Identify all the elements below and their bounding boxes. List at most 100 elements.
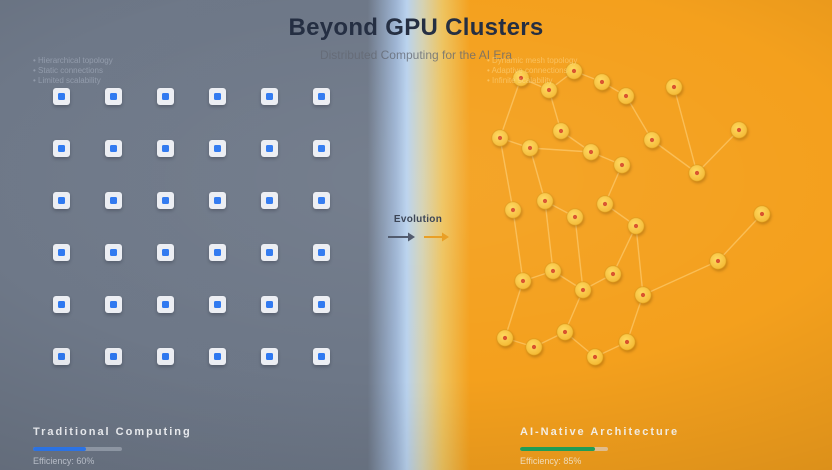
network-edge bbox=[499, 137, 514, 211]
compute-node-square bbox=[105, 348, 122, 365]
ai-node-core-dot bbox=[715, 258, 721, 264]
ai-node-core-dot bbox=[649, 137, 655, 143]
ai-node-circle bbox=[566, 208, 584, 226]
ai-node-core-dot bbox=[633, 223, 639, 229]
ai-node-circle bbox=[593, 73, 611, 91]
ai-node-core-dot bbox=[546, 87, 552, 93]
list-item: • Hierarchical topology bbox=[33, 56, 113, 65]
ai-node-circle bbox=[604, 265, 622, 283]
network-edge bbox=[594, 341, 628, 358]
compute-node-square bbox=[157, 348, 174, 365]
traditional-efficiency-text: Efficiency: 60% bbox=[33, 456, 95, 466]
chip-icon bbox=[58, 353, 65, 360]
compute-node-square bbox=[313, 192, 330, 209]
ai-node-circle bbox=[665, 78, 683, 96]
chip-icon bbox=[266, 197, 273, 204]
chip-icon bbox=[58, 301, 65, 308]
ai-node-core-dot bbox=[599, 79, 605, 85]
evolution-arrows-icon bbox=[388, 232, 449, 242]
compute-node-square bbox=[209, 140, 226, 157]
compute-node-square bbox=[209, 88, 226, 105]
chip-icon bbox=[110, 249, 117, 256]
network-edge bbox=[717, 213, 763, 262]
traditional-efficiency-bar bbox=[33, 447, 122, 451]
chip-icon bbox=[318, 145, 325, 152]
compute-node-square bbox=[105, 88, 122, 105]
ai-node-core-dot bbox=[624, 339, 630, 345]
ai-node-core-dot bbox=[580, 287, 586, 293]
chip-icon bbox=[318, 93, 325, 100]
compute-node-square bbox=[53, 244, 70, 261]
network-edge bbox=[642, 260, 719, 296]
network-edge bbox=[582, 273, 614, 291]
ai-node-circle bbox=[618, 333, 636, 351]
chip-icon bbox=[214, 249, 221, 256]
chip-icon bbox=[318, 197, 325, 204]
list-item: • Adaptive connections bbox=[487, 66, 568, 75]
ai-node-core-dot bbox=[558, 128, 564, 134]
ai-efficiency-text: Efficiency: 85% bbox=[520, 456, 582, 466]
ai-node-circle bbox=[504, 201, 522, 219]
compute-node-square bbox=[261, 348, 278, 365]
network-edge bbox=[564, 331, 596, 358]
ai-node-circle bbox=[643, 131, 661, 149]
network-edge bbox=[504, 280, 524, 339]
chip-icon bbox=[162, 301, 169, 308]
compute-node-square bbox=[313, 348, 330, 365]
chip-icon bbox=[266, 145, 273, 152]
network-edge bbox=[574, 216, 584, 291]
ai-node-core-dot bbox=[588, 149, 594, 155]
network-edge bbox=[625, 95, 653, 141]
ai-node-circle bbox=[521, 139, 539, 157]
compute-node-square bbox=[209, 244, 226, 261]
traditional-efficiency-fill bbox=[33, 447, 87, 451]
chip-icon bbox=[214, 353, 221, 360]
network-edge bbox=[499, 77, 522, 139]
ai-node-circle bbox=[586, 348, 604, 366]
ai-feature-list: • Dynamic mesh topology • Adaptive conne… bbox=[487, 56, 577, 86]
network-edge bbox=[604, 203, 637, 227]
network-edge bbox=[548, 89, 562, 132]
chip-icon bbox=[110, 301, 117, 308]
compute-node-square bbox=[313, 88, 330, 105]
ai-node-core-dot bbox=[502, 335, 508, 341]
compute-node-square bbox=[313, 296, 330, 313]
compute-node-square bbox=[53, 348, 70, 365]
ai-node-core-dot bbox=[542, 198, 548, 204]
ai-node-circle bbox=[617, 87, 635, 105]
network-edge bbox=[499, 137, 531, 149]
network-edge bbox=[696, 129, 740, 174]
ai-node-circle bbox=[688, 164, 706, 182]
ai-node-circle bbox=[491, 129, 509, 147]
chip-icon bbox=[162, 93, 169, 100]
list-item: • Static connections bbox=[33, 66, 103, 75]
ai-node-circle bbox=[613, 156, 631, 174]
chip-icon bbox=[162, 197, 169, 204]
ai-node-circle bbox=[552, 122, 570, 140]
ai-node-core-dot bbox=[572, 214, 578, 220]
ai-node-core-dot bbox=[736, 127, 742, 133]
ai-node-circle bbox=[536, 192, 554, 210]
compute-node-square bbox=[261, 192, 278, 209]
chip-icon bbox=[110, 197, 117, 204]
compute-node-square bbox=[53, 140, 70, 157]
network-edge bbox=[590, 151, 623, 166]
ai-node-core-dot bbox=[610, 271, 616, 277]
network-edge bbox=[564, 289, 584, 333]
ai-node-circle bbox=[514, 272, 532, 290]
chip-icon bbox=[110, 353, 117, 360]
ai-node-core-dot bbox=[602, 201, 608, 207]
network-edge bbox=[529, 147, 592, 153]
chip-icon bbox=[110, 145, 117, 152]
ai-node-circle bbox=[730, 121, 748, 139]
compute-node-square bbox=[105, 296, 122, 313]
chip-icon bbox=[214, 197, 221, 204]
network-edge bbox=[512, 209, 524, 282]
network-edge bbox=[601, 81, 627, 97]
ai-efficiency-fill bbox=[520, 447, 595, 451]
ai-node-core-dot bbox=[531, 344, 537, 350]
chip-icon bbox=[214, 301, 221, 308]
traditional-feature-list: • Hierarchical topology • Static connect… bbox=[33, 56, 113, 86]
chip-icon bbox=[318, 353, 325, 360]
ai-node-core-dot bbox=[623, 93, 629, 99]
